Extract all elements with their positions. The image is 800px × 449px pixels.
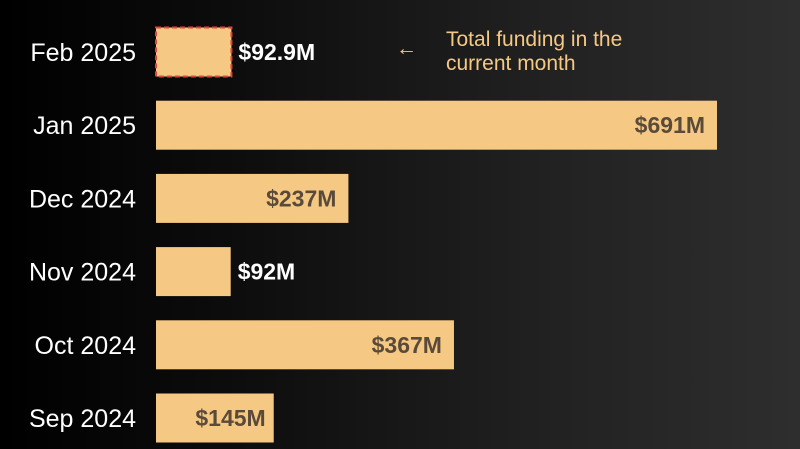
category-label-dec-2024: Dec 2024 [29, 185, 136, 213]
value-label-sep-2024: $145M [195, 405, 265, 431]
category-label-oct-2024: Oct 2024 [35, 332, 137, 360]
bar-jan-2025 [156, 100, 717, 150]
value-label-jan-2025: $691M [635, 112, 705, 138]
bar-oct-2024 [156, 320, 454, 370]
category-label-sep-2024: Sep 2024 [29, 405, 136, 433]
bar-nov-2024 [156, 247, 231, 297]
labels-layer: Feb 2025 $92.9M Jan 2025 $691M Dec 2024 $237M… [29, 39, 705, 433]
category-label-feb-2025: Feb 2025 [30, 39, 136, 67]
annotation-line-1: Total funding in the [446, 28, 622, 51]
value-label-feb-2025: $92.9M [238, 39, 315, 65]
category-label-nov-2024: Nov 2024 [29, 259, 136, 287]
bar-dec-2024 [156, 173, 349, 223]
value-label-oct-2024: $367M [372, 332, 442, 358]
category-label-jan-2025: Jan 2025 [33, 112, 136, 140]
bars-layer [155, 26, 717, 443]
value-label-dec-2024: $237M [266, 185, 336, 211]
annotation-line-2: current month [446, 52, 576, 75]
annotation-arrow-icon: ← [396, 37, 417, 60]
bar-sep-2024 [156, 393, 274, 443]
annotation: ← Total funding in the current month [396, 28, 622, 75]
value-label-nov-2024: $92M [238, 259, 296, 285]
bar-feb-2025 [155, 26, 233, 78]
